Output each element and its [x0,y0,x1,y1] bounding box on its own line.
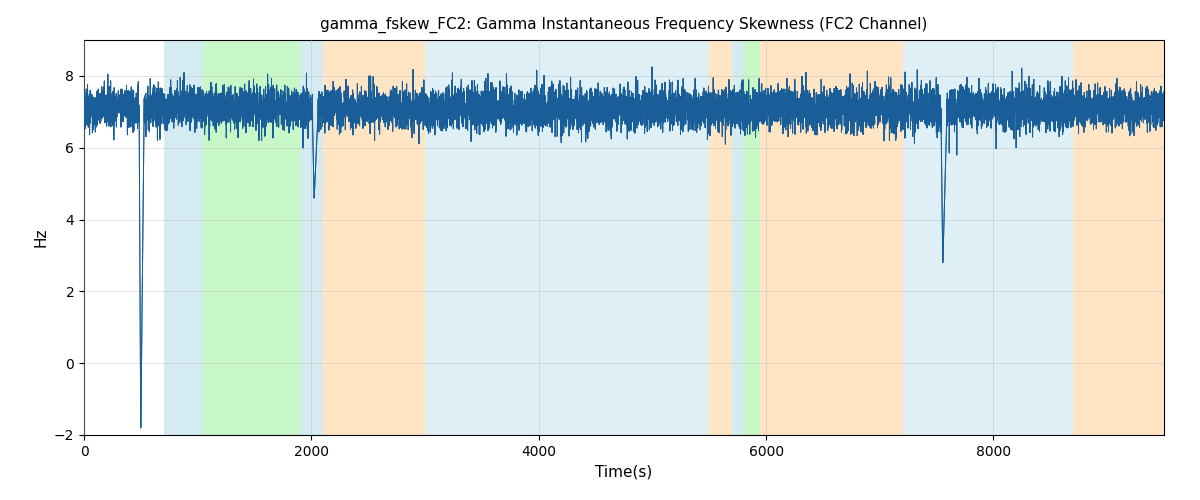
Bar [203,40,300,435]
Bar [761,40,902,435]
Bar [709,40,732,435]
Y-axis label: Hz: Hz [34,228,48,247]
Bar [300,40,323,435]
Bar [732,40,743,435]
Title: gamma_fskew_FC2: Gamma Instantaneous Frequency Skewness (FC2 Channel): gamma_fskew_FC2: Gamma Instantaneous Fre… [320,17,928,33]
Bar [425,40,709,435]
Bar [323,40,425,435]
Bar [902,40,965,435]
Bar [163,40,203,435]
X-axis label: Time(s): Time(s) [595,464,653,479]
Bar [965,40,1073,435]
Bar [1073,40,1164,435]
Bar [743,40,761,435]
